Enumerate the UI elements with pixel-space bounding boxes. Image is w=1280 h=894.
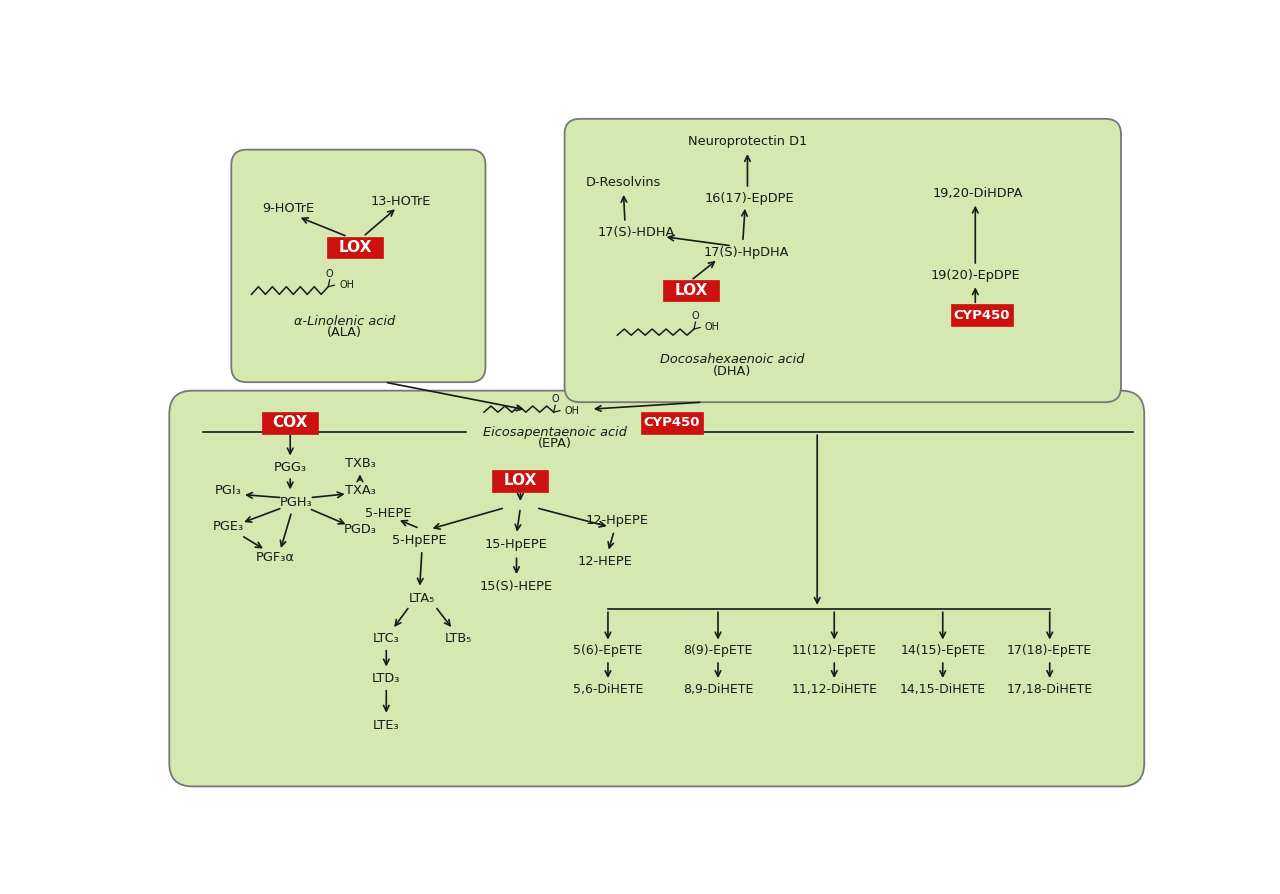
Text: (DHA): (DHA)	[713, 365, 751, 378]
Text: TXB₃: TXB₃	[344, 458, 375, 470]
Text: CYP450: CYP450	[644, 417, 700, 429]
Text: LTA₅: LTA₅	[408, 592, 435, 605]
Text: PGH₃: PGH₃	[279, 496, 312, 509]
Text: OH: OH	[705, 323, 719, 333]
Text: 12-HpEPE: 12-HpEPE	[586, 514, 649, 527]
Text: (ALA): (ALA)	[326, 326, 362, 340]
Text: 13-HOTrE: 13-HOTrE	[370, 195, 430, 207]
Text: 8(9)-EpETE: 8(9)-EpETE	[684, 645, 753, 657]
FancyBboxPatch shape	[232, 149, 485, 382]
Text: PGD₃: PGD₃	[343, 523, 376, 536]
Text: 15(S)-HEPE: 15(S)-HEPE	[480, 579, 553, 593]
FancyBboxPatch shape	[663, 280, 719, 301]
Text: Docosahexaenoic acid: Docosahexaenoic acid	[659, 353, 804, 367]
Text: LTD₃: LTD₃	[372, 672, 401, 685]
Text: 17,18-DiHETE: 17,18-DiHETE	[1006, 683, 1093, 696]
FancyBboxPatch shape	[640, 412, 703, 434]
Text: LTB₅: LTB₅	[444, 632, 472, 645]
Text: LOX: LOX	[504, 473, 538, 488]
FancyBboxPatch shape	[328, 237, 383, 258]
Text: LTC₃: LTC₃	[372, 632, 399, 645]
Text: (EPA): (EPA)	[539, 437, 572, 451]
Text: 9-HOTrE: 9-HOTrE	[262, 202, 314, 215]
FancyBboxPatch shape	[951, 304, 1012, 326]
Text: 16(17)-EpDPE: 16(17)-EpDPE	[704, 191, 794, 205]
Text: 17(S)-HDHA: 17(S)-HDHA	[598, 225, 675, 239]
Text: 5-HpEPE: 5-HpEPE	[392, 534, 447, 546]
Text: α-Linolenic acid: α-Linolenic acid	[294, 315, 396, 328]
Text: 11(12)-EpETE: 11(12)-EpETE	[792, 645, 877, 657]
Text: OH: OH	[564, 406, 580, 416]
Text: 14,15-DiHETE: 14,15-DiHETE	[900, 683, 986, 696]
Text: 19(20)-EpDPE: 19(20)-EpDPE	[931, 268, 1020, 282]
Text: LOX: LOX	[339, 240, 372, 255]
Text: OH: OH	[339, 280, 355, 291]
Text: CYP450: CYP450	[954, 308, 1010, 322]
Text: PGE₃: PGE₃	[212, 520, 243, 534]
Text: Neuroprotectin D1: Neuroprotectin D1	[687, 135, 808, 148]
Text: 15-HpEPE: 15-HpEPE	[485, 538, 548, 551]
Text: 17(18)-EpETE: 17(18)-EpETE	[1007, 645, 1092, 657]
Text: 5(6)-EpETE: 5(6)-EpETE	[573, 645, 643, 657]
Text: O: O	[552, 394, 559, 404]
Text: LOX: LOX	[675, 283, 708, 298]
Text: TXA₃: TXA₃	[344, 485, 375, 497]
Text: Eicosapentaenoic acid: Eicosapentaenoic acid	[484, 426, 627, 439]
FancyBboxPatch shape	[493, 470, 548, 492]
Text: PGG₃: PGG₃	[274, 461, 307, 474]
Text: 12-HEPE: 12-HEPE	[577, 555, 632, 568]
Text: PGI₃: PGI₃	[215, 485, 242, 497]
Text: 8,9-DiHETE: 8,9-DiHETE	[682, 683, 753, 696]
FancyBboxPatch shape	[564, 119, 1121, 402]
FancyBboxPatch shape	[262, 412, 319, 434]
Text: LTE₃: LTE₃	[372, 719, 399, 732]
Text: 14(15)-EpETE: 14(15)-EpETE	[900, 645, 986, 657]
Text: O: O	[691, 311, 699, 321]
FancyBboxPatch shape	[169, 391, 1144, 787]
Text: 5,6-DiHETE: 5,6-DiHETE	[572, 683, 643, 696]
Text: 11,12-DiHETE: 11,12-DiHETE	[791, 683, 877, 696]
Text: 19,20-DiHDPA: 19,20-DiHDPA	[932, 187, 1023, 200]
Text: 17(S)-HpDHA: 17(S)-HpDHA	[703, 246, 788, 258]
Text: PGF₃α: PGF₃α	[255, 552, 294, 564]
Text: COX: COX	[273, 416, 308, 431]
Text: D-Resolvins: D-Resolvins	[586, 176, 662, 190]
Text: 5-HEPE: 5-HEPE	[365, 507, 412, 520]
Text: O: O	[326, 269, 334, 279]
